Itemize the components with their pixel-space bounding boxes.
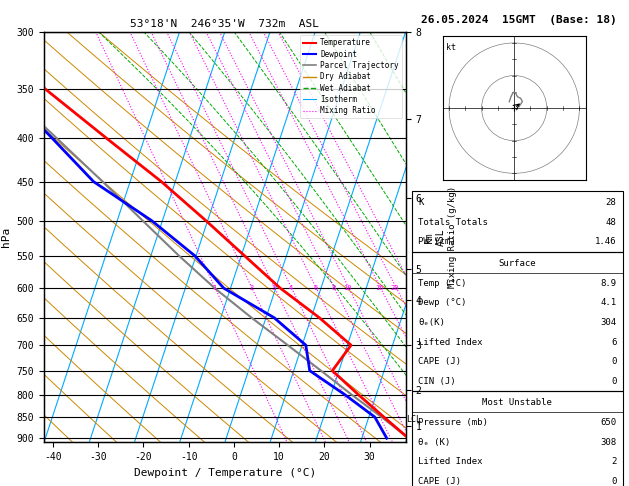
Bar bbox=[412, 391, 623, 486]
Bar bbox=[412, 252, 623, 391]
Text: 26.05.2024  15GMT  (Base: 18): 26.05.2024 15GMT (Base: 18) bbox=[421, 15, 617, 25]
Text: Lifted Index: Lifted Index bbox=[418, 457, 483, 466]
Text: 4: 4 bbox=[289, 285, 293, 291]
Text: PW (cm): PW (cm) bbox=[418, 238, 456, 246]
Text: 308: 308 bbox=[600, 437, 616, 447]
Text: Temp (°C): Temp (°C) bbox=[418, 279, 467, 288]
Text: 1: 1 bbox=[213, 285, 216, 291]
Text: LCL: LCL bbox=[406, 415, 421, 424]
Text: kt: kt bbox=[446, 43, 456, 52]
Text: θₑ (K): θₑ (K) bbox=[418, 437, 450, 447]
Text: 0: 0 bbox=[611, 357, 616, 366]
Text: 16: 16 bbox=[376, 285, 384, 291]
X-axis label: Dewpoint / Temperature (°C): Dewpoint / Temperature (°C) bbox=[134, 468, 316, 478]
Text: 48: 48 bbox=[606, 218, 616, 227]
Text: 0: 0 bbox=[611, 477, 616, 486]
Text: Mixing Ratio (g/kg): Mixing Ratio (g/kg) bbox=[448, 186, 457, 288]
Text: θₑ(K): θₑ(K) bbox=[418, 318, 445, 327]
Text: Totals Totals: Totals Totals bbox=[418, 218, 488, 227]
Text: 3: 3 bbox=[272, 285, 276, 291]
Text: Pressure (mb): Pressure (mb) bbox=[418, 418, 488, 427]
Text: 8: 8 bbox=[331, 285, 335, 291]
Text: CAPE (J): CAPE (J) bbox=[418, 477, 461, 486]
Text: K: K bbox=[418, 198, 424, 208]
Text: Dewp (°C): Dewp (°C) bbox=[418, 298, 467, 308]
Text: Most Unstable: Most Unstable bbox=[482, 399, 552, 407]
Text: 2: 2 bbox=[611, 457, 616, 466]
Text: CAPE (J): CAPE (J) bbox=[418, 357, 461, 366]
Y-axis label: hPa: hPa bbox=[1, 227, 11, 247]
Text: 20: 20 bbox=[391, 285, 399, 291]
Title: 53°18'N  246°35'W  732m  ASL: 53°18'N 246°35'W 732m ASL bbox=[130, 19, 320, 30]
Text: 10: 10 bbox=[343, 285, 352, 291]
Text: Surface: Surface bbox=[499, 260, 536, 268]
Text: 650: 650 bbox=[600, 418, 616, 427]
Text: 28: 28 bbox=[606, 198, 616, 208]
Text: 4.1: 4.1 bbox=[600, 298, 616, 308]
Text: Lifted Index: Lifted Index bbox=[418, 337, 483, 347]
Text: 0: 0 bbox=[611, 377, 616, 385]
Text: 8.9: 8.9 bbox=[600, 279, 616, 288]
Text: 6: 6 bbox=[611, 337, 616, 347]
Text: 1.46: 1.46 bbox=[595, 238, 616, 246]
Text: CIN (J): CIN (J) bbox=[418, 377, 456, 385]
Text: 6: 6 bbox=[313, 285, 318, 291]
Legend: Temperature, Dewpoint, Parcel Trajectory, Dry Adiabat, Wet Adiabat, Isotherm, Mi: Temperature, Dewpoint, Parcel Trajectory… bbox=[299, 35, 402, 118]
Bar bbox=[412, 191, 623, 252]
Text: 2: 2 bbox=[249, 285, 253, 291]
Text: 304: 304 bbox=[600, 318, 616, 327]
Y-axis label: km
ASL: km ASL bbox=[424, 228, 446, 246]
